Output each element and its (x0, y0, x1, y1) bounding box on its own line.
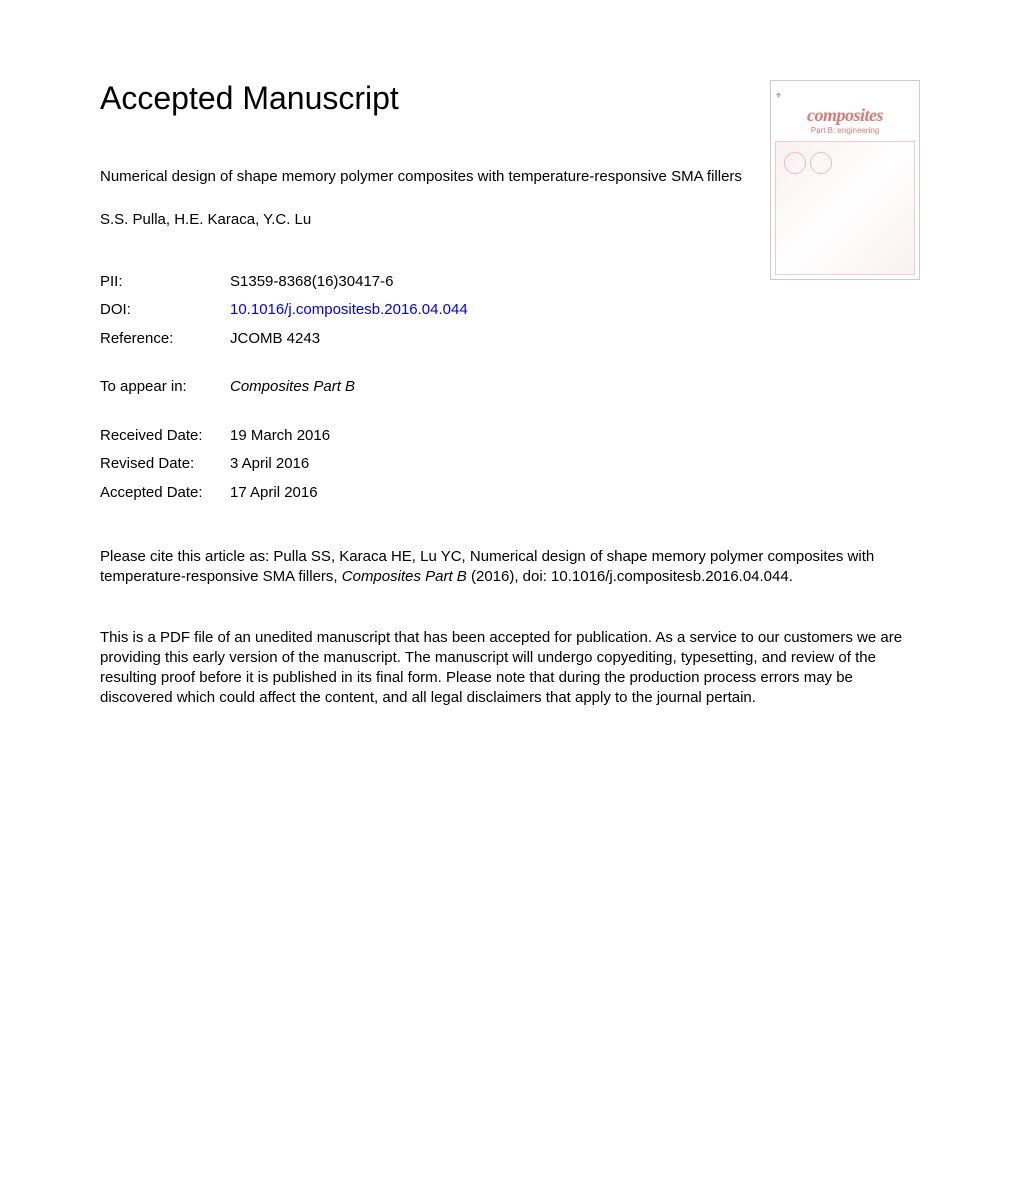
appear-table: To appear in: Composites Part B (100, 373, 920, 402)
reference-row: Reference: JCOMB 4243 (100, 325, 920, 354)
accepted-row: Accepted Date: 17 April 2016 (100, 479, 920, 508)
revised-label: Revised Date: (100, 450, 230, 479)
doi-link[interactable]: 10.1016/j.compositesb.2016.04.044 (230, 296, 920, 325)
identifiers-table: PII: S1359-8368(16)30417-6 DOI: 10.1016/… (100, 268, 920, 354)
disclaimer-text: This is a PDF file of an unedited manusc… (100, 628, 910, 709)
received-value: 19 March 2016 (230, 422, 920, 451)
citation-suffix: (2016), doi: 10.1016/j.compositesb.2016.… (467, 568, 793, 585)
reference-label: Reference: (100, 325, 230, 354)
cover-header: ⚜ (775, 85, 915, 105)
revised-row: Revised Date: 3 April 2016 (100, 450, 920, 479)
appear-label: To appear in: (100, 373, 230, 402)
accepted-label: Accepted Date: (100, 479, 230, 508)
elsevier-tree-icon: ⚜ (775, 91, 782, 100)
appear-value: Composites Part B (230, 373, 920, 402)
doi-row: DOI: 10.1016/j.compositesb.2016.04.044 (100, 296, 920, 325)
journal-cover-thumbnail: ⚜ composites Part B: engineering (770, 80, 920, 280)
reference-value: JCOMB 4243 (230, 325, 920, 354)
appear-row: To appear in: Composites Part B (100, 373, 920, 402)
accepted-value: 17 April 2016 (230, 479, 920, 508)
cover-journal-subtitle: Part B: engineering (775, 126, 915, 135)
pii-label: PII: (100, 268, 230, 297)
revised-value: 3 April 2016 (230, 450, 920, 479)
received-label: Received Date: (100, 422, 230, 451)
article-title: Numerical design of shape memory polymer… (100, 167, 780, 187)
received-row: Received Date: 19 March 2016 (100, 422, 920, 451)
citation-journal: Composites Part B (342, 568, 467, 585)
dates-table: Received Date: 19 March 2016 Revised Dat… (100, 422, 920, 508)
cover-art (775, 141, 915, 275)
doi-label: DOI: (100, 296, 230, 325)
citation-text: Please cite this article as: Pulla SS, K… (100, 547, 890, 588)
cover-journal-title: composites (775, 105, 915, 126)
